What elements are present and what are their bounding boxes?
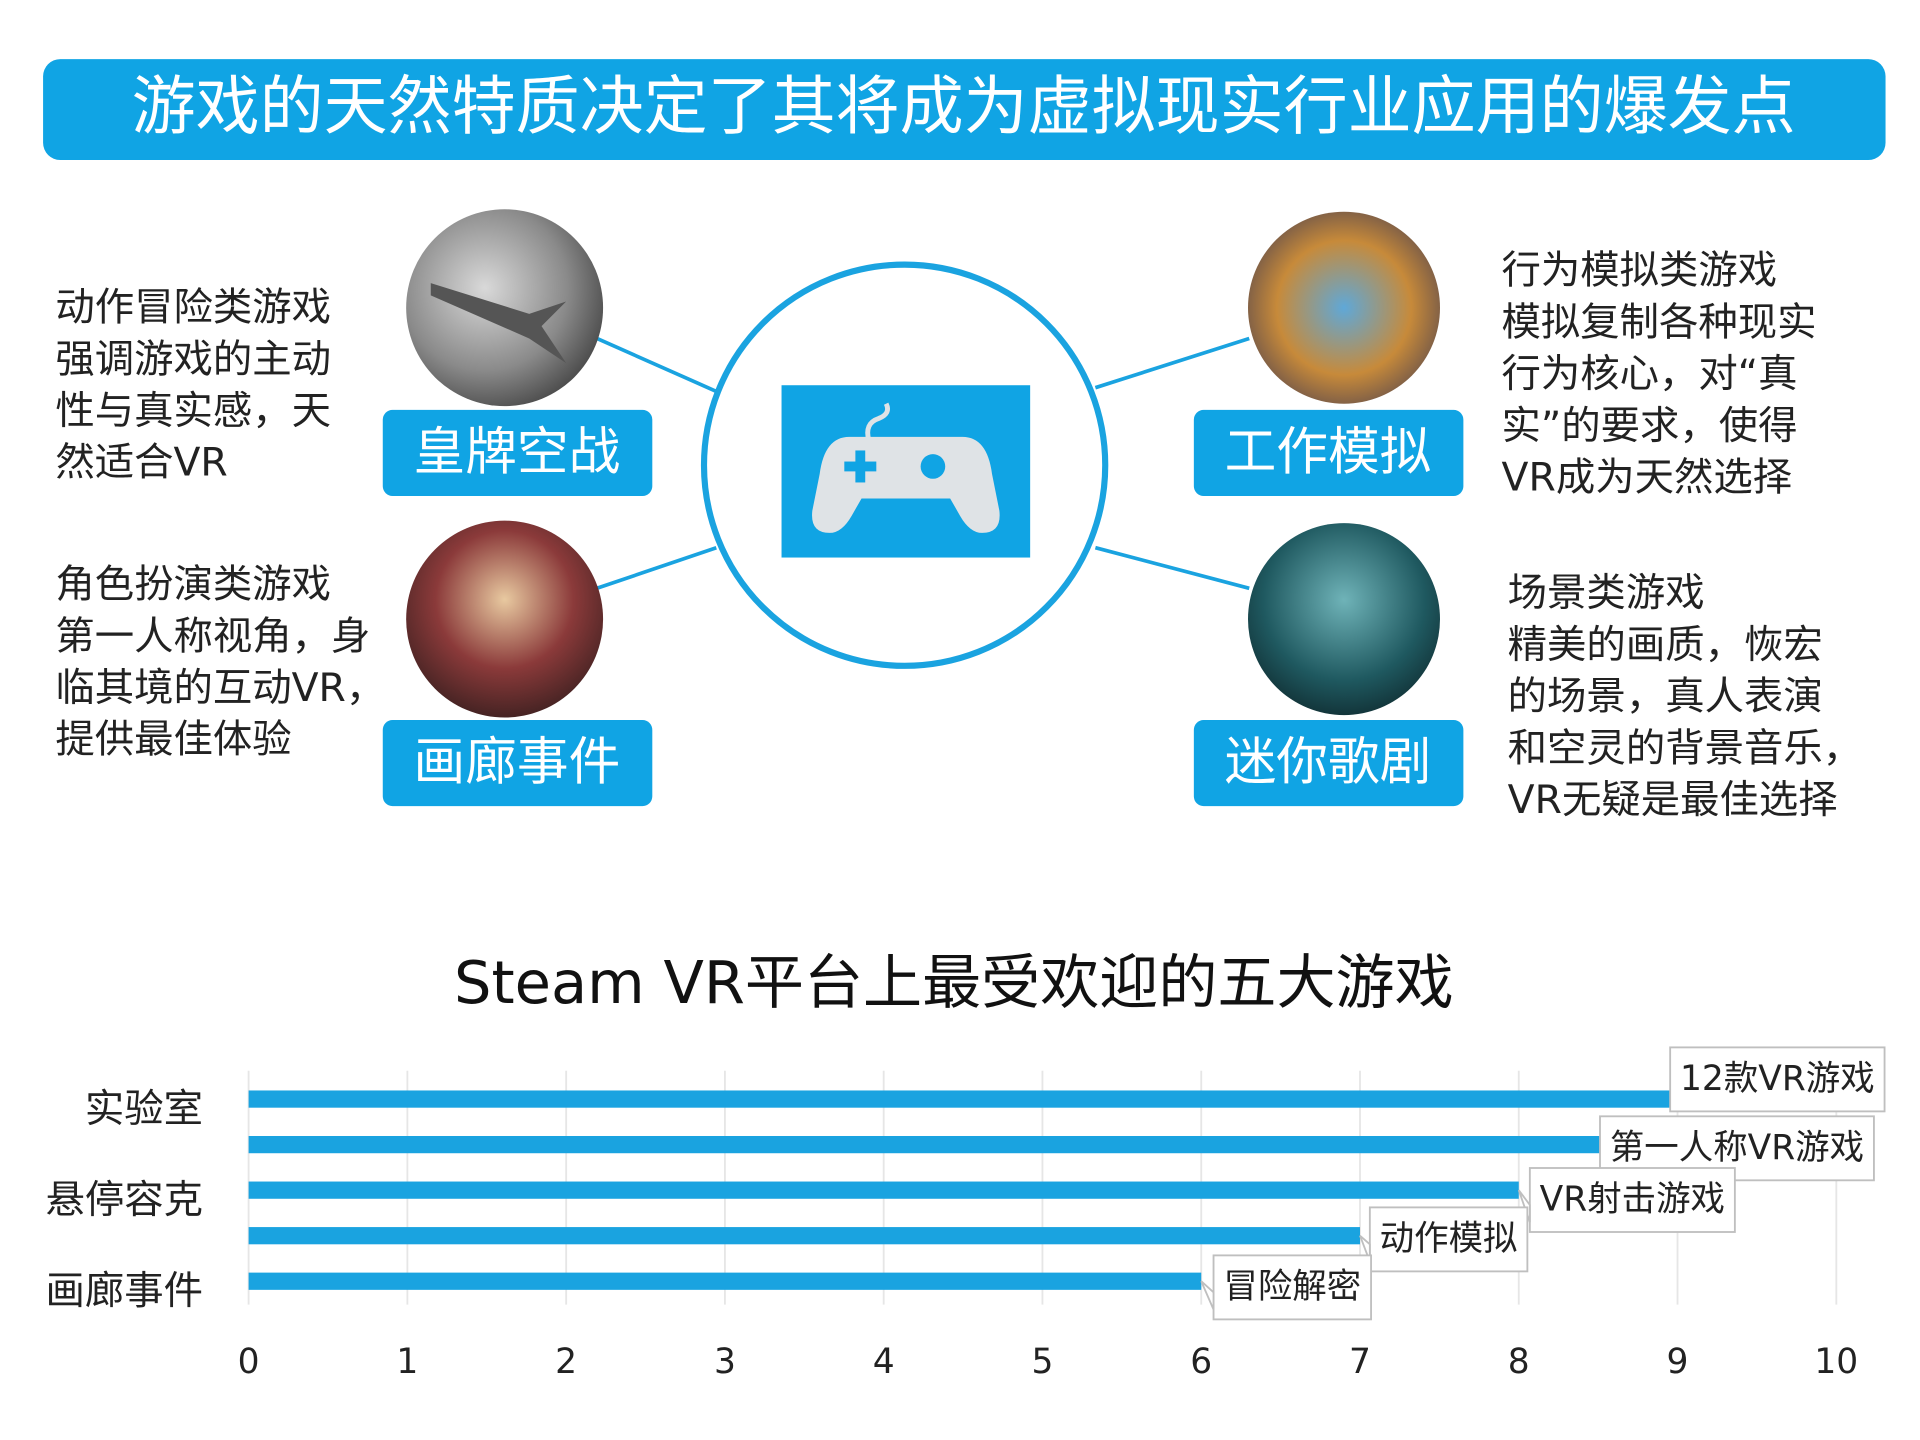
game-name: 皇牌空战 — [414, 422, 621, 482]
game-description: VR成为天然选择 — [1502, 455, 1793, 501]
x-tick-label: 8 — [1508, 1342, 1530, 1382]
bar-label: 动作模拟 — [1380, 1219, 1518, 1259]
gamepad-icon — [812, 402, 1000, 533]
y-tick-label: 画廊事件 — [46, 1268, 204, 1314]
game-button — [382, 409, 653, 496]
x-tick-label: 7 — [1349, 1342, 1371, 1382]
game-description: 的场景，真人表演 — [1508, 674, 1823, 720]
x-tick-label: 0 — [238, 1342, 260, 1382]
game-description: 行为核心，对“真 — [1502, 351, 1798, 397]
x-tick-label: 1 — [396, 1342, 418, 1382]
game-description: 实”的要求，使得 — [1502, 403, 1798, 449]
game-name: 工作模拟 — [1225, 422, 1432, 482]
bar-label-box — [1669, 1046, 1886, 1113]
game-description: 强调游戏的主动 — [55, 336, 331, 382]
game-description: 和空灵的背景音乐， — [1508, 725, 1862, 771]
bar-label-box — [1528, 1167, 1736, 1233]
game-description: 性与真实感，天 — [55, 388, 331, 434]
bar-label-box — [1368, 1206, 1529, 1273]
x-tick-label: 4 — [873, 1342, 895, 1382]
x-tick-label: 9 — [1667, 1342, 1689, 1382]
game-button — [382, 720, 653, 807]
game-description: 角色扮演类游戏 — [55, 562, 331, 608]
game-description: VR无疑是最佳选择 — [1508, 777, 1838, 823]
bar-label: 12款VR游戏 — [1680, 1059, 1875, 1099]
bar — [248, 1090, 1678, 1108]
title-banner — [43, 59, 1886, 161]
x-tick-label: 3 — [714, 1342, 736, 1382]
y-tick-label: 悬停容克 — [46, 1177, 204, 1223]
game-name: 迷你歌剧 — [1225, 733, 1432, 793]
bar-label-box — [1212, 1254, 1372, 1321]
game-description: 动作冒险类游戏 — [55, 285, 331, 331]
bar — [248, 1181, 1519, 1199]
page-title: 游戏的天然特质决定了其将成为虚拟现实行业应用的爆发点 — [132, 70, 1796, 144]
game-description: 提供最佳体验 — [55, 717, 291, 763]
game-description: 第一人称视角，身 — [55, 613, 370, 659]
bar-label-pointer — [1200, 1280, 1215, 1310]
x-tick-label: 2 — [555, 1342, 577, 1382]
game-button — [1193, 720, 1464, 807]
game-name: 画廊事件 — [414, 733, 621, 793]
game-description: 临其境的互动VR， — [55, 665, 385, 711]
game-description: 然适合VR — [55, 440, 227, 486]
connectors — [596, 336, 1250, 591]
game-description: 场景类游戏 — [1508, 570, 1705, 616]
game-description: 行为模拟类游戏 — [1502, 248, 1778, 294]
chart: Steam VR平台上最受欢迎的五大游戏 0 1 2 3 4 5 6 7 8 9 10 实验室悬停容克画… — [46, 948, 1886, 1382]
x-tick-label: 5 — [1032, 1342, 1054, 1382]
bar — [248, 1136, 1678, 1154]
bar — [248, 1227, 1361, 1245]
bar — [248, 1272, 1202, 1290]
game-images — [406, 209, 1440, 718]
x-tick-label: 10 — [1814, 1342, 1858, 1382]
game-button — [1193, 409, 1464, 496]
y-tick-label: 实验室 — [85, 1086, 203, 1132]
x-tick-label: 6 — [1190, 1342, 1212, 1382]
chart-title: Steam VR平台上最受欢迎的五大游戏 — [454, 948, 1454, 1017]
game-description: 精美的画质，恢宏 — [1508, 622, 1823, 668]
bar-label: 冒险解密 — [1223, 1267, 1361, 1307]
game-description: 模拟复制各种现实 — [1502, 299, 1817, 345]
bar-label: 第一人称VR游戏 — [1610, 1128, 1864, 1168]
bar-label: VR射击游戏 — [1540, 1180, 1725, 1220]
